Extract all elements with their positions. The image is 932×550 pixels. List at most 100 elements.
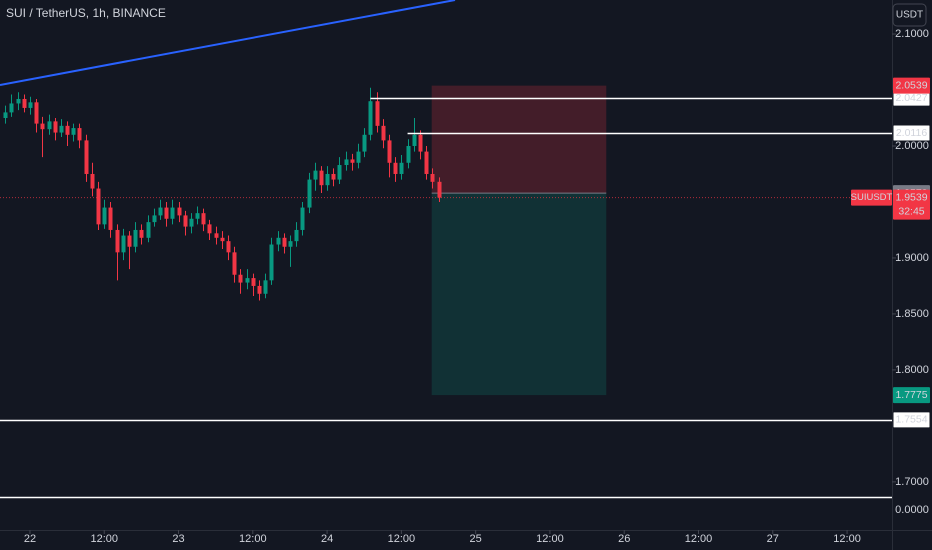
candle-body — [158, 207, 163, 216]
x-tick-label: 23 — [172, 533, 184, 545]
candle-body — [59, 125, 64, 133]
trendline — [0, 0, 456, 86]
x-tick-label: 12:00 — [239, 533, 267, 545]
candle-body — [220, 237, 225, 242]
y-tick-label: 1.7000 — [895, 476, 929, 488]
stop-tag — [893, 77, 930, 94]
candle-body — [127, 235, 132, 247]
candle-body — [16, 98, 21, 104]
level-tag — [892, 124, 931, 142]
candle-body — [152, 215, 157, 223]
symbol-label: SUIUSDT — [851, 192, 893, 203]
candle-body — [189, 218, 194, 227]
candle-body — [313, 170, 318, 180]
candle-body — [115, 229, 120, 253]
candle-body — [412, 134, 417, 146]
candle-body — [9, 103, 14, 113]
candle-body — [251, 278, 256, 286]
y-tick-label: 1.8000 — [895, 364, 929, 376]
candle-body — [350, 159, 355, 163]
candle-body — [344, 159, 349, 166]
candle-body — [288, 241, 293, 247]
candle-body — [368, 101, 373, 135]
candle-body — [232, 252, 237, 275]
y-tick-label: 1.9000 — [895, 252, 929, 264]
x-tick-label: 24 — [321, 533, 333, 545]
candle-body — [177, 207, 182, 216]
countdown-label: 32:45 — [898, 205, 924, 217]
candle-body — [238, 274, 243, 283]
x-tick-label: 12:00 — [833, 533, 861, 545]
target-tag-label: 1.7775 — [895, 389, 927, 401]
candle-body — [77, 128, 82, 141]
level-tag — [892, 411, 931, 429]
x-tick-label: 12:00 — [90, 533, 118, 545]
candle-body — [257, 285, 262, 294]
candle-body — [245, 278, 250, 283]
stop-tag-label: 2.0539 — [895, 79, 927, 91]
candle-body — [406, 145, 411, 163]
target-tag — [893, 387, 930, 404]
candle-body — [276, 237, 281, 245]
candle-body — [263, 280, 268, 294]
candle-body — [393, 162, 398, 174]
target-zone — [431, 193, 607, 396]
currency-label[interactable]: USDT — [896, 10, 923, 21]
level-tag-label: 2.0116 — [896, 127, 927, 139]
candle-body — [356, 151, 361, 163]
last-price-label: 1.9539 — [895, 191, 927, 203]
candle-body — [282, 237, 287, 247]
candle-body — [170, 207, 175, 219]
level-tag-label: 1.7554 — [895, 414, 927, 426]
candle-body — [331, 173, 336, 180]
candle-body — [387, 140, 392, 163]
candle-body — [28, 102, 33, 108]
candle-body — [325, 173, 330, 186]
candle-body — [133, 229, 138, 247]
chart-title: SUI / TetherUS, 1h, BINANCE — [6, 6, 166, 20]
candle-body — [22, 98, 27, 108]
currency-button[interactable] — [892, 3, 927, 27]
x-tick-label: 22 — [24, 533, 36, 545]
candle-body — [65, 125, 70, 135]
candle-body — [53, 121, 58, 133]
candle-body — [269, 244, 274, 281]
x-tick-label: 12:00 — [536, 533, 564, 545]
level-tag-label: 2.0427 — [895, 92, 927, 104]
candle-body — [300, 207, 305, 230]
candle-body — [40, 123, 45, 130]
candle-body — [337, 165, 342, 180]
y-tick-label: 2.0000 — [895, 140, 929, 152]
candle-body — [84, 140, 89, 174]
y-tick-label: 2.1000 — [895, 28, 929, 40]
candle-body — [3, 112, 8, 119]
candle-body — [96, 188, 101, 225]
candle-body — [139, 229, 144, 238]
stop-zone — [431, 85, 607, 194]
candle-body — [164, 207, 169, 219]
candle-body — [183, 215, 188, 227]
candle-body — [121, 235, 126, 253]
candle-body — [418, 134, 423, 152]
x-tick-label: 27 — [767, 533, 779, 545]
candle-body — [375, 101, 380, 126]
candle-body — [207, 224, 212, 234]
candle-body — [90, 173, 95, 189]
candle-body — [108, 207, 113, 230]
candle-body — [146, 222, 151, 238]
candle-body — [362, 134, 367, 152]
x-tick-label: 26 — [618, 533, 630, 545]
candle-body — [71, 128, 76, 135]
candle-body — [399, 162, 404, 174]
candle-body — [437, 181, 442, 198]
symbol-tag — [851, 189, 892, 206]
candle-body — [319, 170, 324, 186]
candle-body — [201, 213, 206, 225]
plot — [0, 0, 892, 499]
candle-body — [195, 213, 200, 219]
candle-body — [102, 207, 107, 225]
x-tick-label: 12:00 — [685, 533, 713, 545]
candle-body — [34, 102, 39, 124]
x-tick-label: 12:00 — [388, 533, 416, 545]
